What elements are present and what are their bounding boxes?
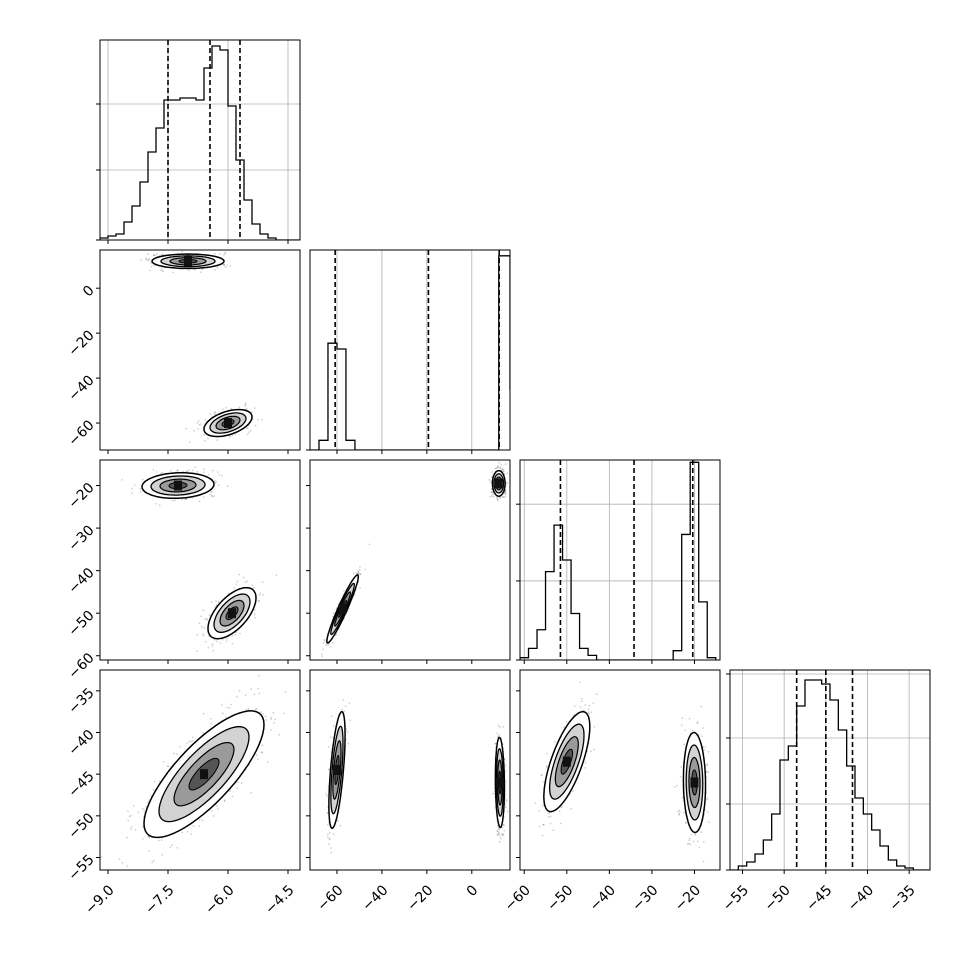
x-tick-label-1-0: −60 <box>314 882 346 914</box>
pair-panel-3-1 <box>306 669 511 874</box>
x-tick-label-3-4: −35 <box>887 882 919 914</box>
y-tick-label-2-1: −50 <box>65 608 97 640</box>
x-tick-label-1-3: 0 <box>464 882 482 900</box>
density-peak-1 <box>495 777 504 788</box>
hist-panel-3 <box>726 669 931 874</box>
histogram-step-0 <box>100 45 300 240</box>
x-tick-label-0-0: −9.0 <box>82 882 117 917</box>
x-tick-label-0-3: −4.5 <box>262 882 297 917</box>
y-tick-label-1-0: −60 <box>65 417 97 449</box>
density-peak-0 <box>332 765 341 775</box>
density-peak-0 <box>200 769 208 780</box>
x-tick-label-3-1: −50 <box>762 882 794 914</box>
panel-frame <box>309 249 511 451</box>
x-tick-label-0-2: −6.0 <box>202 882 237 917</box>
y-tick-label-3-0: −55 <box>65 852 97 884</box>
density-peak-1 <box>228 608 236 619</box>
pair-panel-3-2 <box>516 669 721 874</box>
histogram-step-3 <box>730 679 930 870</box>
x-tick-label-3-3: −40 <box>845 882 877 914</box>
x-tick-label-1-2: −20 <box>404 882 436 914</box>
x-tick-label-2-1: −50 <box>544 882 576 914</box>
panel-frame <box>99 459 301 661</box>
y-tick-label-1-3: 0 <box>80 283 98 301</box>
density-peak-0 <box>184 256 192 267</box>
y-tick-label-2-3: −30 <box>65 522 97 554</box>
x-tick-label-2-0: −60 <box>502 882 534 914</box>
density-peak-1 <box>690 777 699 788</box>
panel-frame <box>519 669 721 871</box>
density-peak-0 <box>338 603 347 614</box>
y-tick-label-3-2: −45 <box>65 769 97 801</box>
pair-panel-2-0 <box>96 459 301 664</box>
y-tick-label-2-2: −40 <box>65 565 97 597</box>
x-tick-label-2-3: −30 <box>629 882 661 914</box>
y-tick-label-2-0: −60 <box>65 650 97 682</box>
panel-frame <box>309 459 511 661</box>
y-tick-label-1-2: −20 <box>65 327 97 359</box>
x-tick-label-3-2: −45 <box>803 882 835 914</box>
y-tick-label-2-4: −20 <box>65 480 97 512</box>
panel-frame <box>99 249 301 451</box>
density-peak-1 <box>224 418 232 429</box>
y-tick-label-3-3: −40 <box>65 727 97 759</box>
panel-frame <box>519 459 721 661</box>
histogram-step-1 <box>310 255 510 450</box>
x-tick-label-3-0: −55 <box>720 882 752 914</box>
panel-frame <box>309 669 511 871</box>
pair-panel-3-0 <box>96 669 301 874</box>
panel-frame <box>99 39 301 241</box>
density-peak-0 <box>174 480 182 491</box>
density-peak-0 <box>562 756 571 767</box>
panel-frame <box>729 669 931 871</box>
y-tick-label-3-4: −35 <box>65 685 97 717</box>
panel-frame <box>99 669 301 871</box>
sample-points <box>321 461 510 658</box>
histogram-step-2 <box>520 461 717 660</box>
pair-panel-1-0 <box>96 249 301 454</box>
sample-points <box>325 699 509 854</box>
x-tick-label-2-4: −20 <box>672 882 704 914</box>
hist-panel-2 <box>516 459 721 664</box>
density-peak-1 <box>494 478 503 489</box>
hist-panel-1 <box>306 249 511 454</box>
x-tick-label-0-1: −7.5 <box>142 882 177 917</box>
hist-panel-0 <box>96 39 301 244</box>
pair-panel-2-1 <box>306 459 511 664</box>
y-tick-label-3-1: −50 <box>65 810 97 842</box>
x-tick-label-2-2: −40 <box>587 882 619 914</box>
x-tick-label-1-1: −40 <box>359 882 391 914</box>
y-tick-label-1-1: −40 <box>65 372 97 404</box>
